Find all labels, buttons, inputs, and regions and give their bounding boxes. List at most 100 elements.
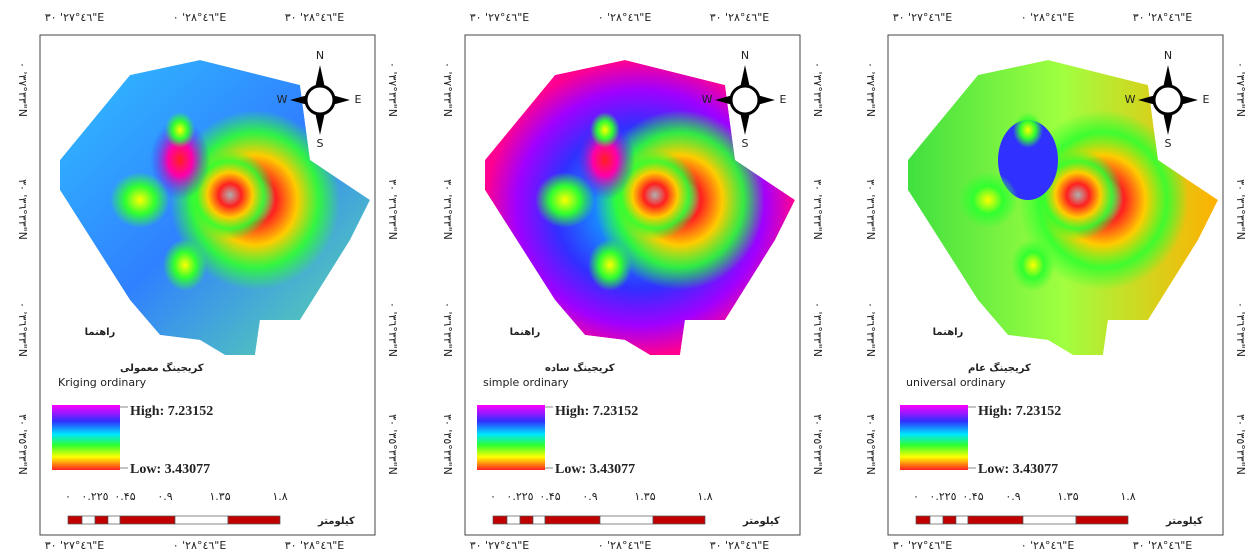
scale-label: ٠.٩ <box>1005 490 1020 503</box>
compass-w: W <box>1125 93 1136 106</box>
top-coordinate: ٤٦°٢٨' ٣٠"E <box>1133 11 1194 24</box>
legend-title: راهنما <box>85 327 116 338</box>
legend-title: راهنما <box>510 327 541 338</box>
scale-label: ١.٣۵ <box>1057 490 1078 503</box>
right-coordinate: ٣٣°٣٥' ٣٠"N <box>811 414 824 476</box>
scale-label: ٠.٢٢٥ <box>929 490 956 503</box>
scale-segment <box>544 515 601 525</box>
legend-low: Low: 3.43077 <box>130 462 210 477</box>
left-coordinate: ٣٣°٣٧' ٠"N <box>864 62 877 118</box>
compass-s: S <box>317 137 324 150</box>
scale-label: ٠ <box>913 490 919 503</box>
top-coordinate: ٤٦°٢٨' ٠"E <box>173 11 228 24</box>
spot <box>590 112 620 148</box>
bottom-coordinate: ٤٦°٢٨' ٠"E <box>173 539 228 552</box>
method-en: simple ordinary <box>483 376 569 389</box>
right-coordinate: ٣٣°٣٦' ٠"N <box>1234 302 1247 358</box>
scale-segment <box>532 515 546 525</box>
legend-high: High: 7.23152 <box>555 404 638 419</box>
bottom-coordinate: ٤٦°٢٨' ٠"E <box>1021 539 1076 552</box>
left-coordinate: ٣٣°٣٥' ٣٠"N <box>16 414 29 476</box>
left-coordinate: ٣٣°٣٧' ٠"N <box>441 62 454 118</box>
scale-label: ٠.٩ <box>157 490 172 503</box>
compass-e: E <box>355 93 362 106</box>
bottom-coordinate: ٤٦°٢٨' ٠"E <box>598 539 653 552</box>
scale-label: ٠.٢٢٥ <box>506 490 533 503</box>
method-en: Kriging ordinary <box>58 376 147 389</box>
right-coordinate: ٣٣°٣٧' ٠"N <box>811 62 824 118</box>
scale-segment <box>519 515 534 525</box>
north-arrow: N S W E <box>277 49 362 150</box>
north-arrow: N S W E <box>1125 49 1210 150</box>
right-coordinate: ٣٣°٣٧' ٠"N <box>386 62 399 118</box>
map-panel: ٤٦°٢٧' ٣٠"E ٤٦°٢٨' ٠"E ٤٦°٢٨' ٣٠"E ٤٦°٢٧' ٣… <box>16 11 399 552</box>
left-coordinate: ٣٣°٣٧' ٠"N <box>16 62 29 118</box>
compass-n: N <box>1164 49 1172 62</box>
scale-segment <box>942 515 957 525</box>
right-coordinate: ٣٣°٣٦' ٣٠"N <box>811 179 824 241</box>
method-fa: کریجینگ عام <box>968 362 1031 374</box>
compass-n: N <box>316 49 324 62</box>
scale-label: ١.٣۵ <box>634 490 655 503</box>
spot <box>163 239 207 291</box>
scale-label: ١.٨ <box>697 490 712 503</box>
compass-ring <box>1152 84 1184 116</box>
spot <box>535 172 595 228</box>
map-surface <box>485 60 795 355</box>
scale-segment <box>929 515 944 525</box>
bottom-coordinate: ٤٦°٢٧' ٣٠"E <box>470 539 531 552</box>
top-coordinate: ٤٦°٢٨' ٣٠"E <box>710 11 771 24</box>
right-coordinate: ٣٣°٣٥' ٣٠"N <box>1234 414 1247 476</box>
map-surface <box>60 60 370 355</box>
right-coordinate: ٣٣°٣٥' ٣٠"N <box>386 414 399 476</box>
scale-label: ٠ <box>490 490 496 503</box>
scale-label: ١.٨ <box>272 490 287 503</box>
scale-label: ٠.۴۵ <box>114 490 135 503</box>
scale-label: ١.٣۵ <box>209 490 230 503</box>
spot <box>958 172 1018 228</box>
scale-segment <box>955 515 969 525</box>
scale-segment <box>652 515 706 525</box>
bottom-coordinate: ٤٦°٢٧' ٣٠"E <box>893 539 954 552</box>
scale-segment <box>81 515 96 525</box>
left-coordinate: ٣٣°٣٦' ٣٠"N <box>16 179 29 241</box>
spot <box>165 112 195 148</box>
method-fa: کریجینگ معمولی <box>120 362 204 374</box>
scale-segment <box>67 515 83 525</box>
scale-unit: کیلومتر <box>1165 516 1203 527</box>
scale-label: ٠ <box>65 490 71 503</box>
top-coordinate: ٤٦°٢٨' ٣٠"E <box>285 11 346 24</box>
compass-w: W <box>702 93 713 106</box>
scale-segment <box>1022 515 1077 525</box>
scale-segment <box>107 515 121 525</box>
scale-label: ٠.٢٢٥ <box>81 490 108 503</box>
left-coordinate: ٣٣°٣٦' ٠"N <box>864 302 877 358</box>
scale-segment <box>119 515 176 525</box>
map-surface <box>908 60 1218 355</box>
scale-segment <box>94 515 109 525</box>
scale-label: ٠.٩ <box>582 490 597 503</box>
top-coordinate: ٤٦°٢٨' ٠"E <box>598 11 653 24</box>
scale-unit: کیلومتر <box>742 516 780 527</box>
compass-ring <box>304 84 336 116</box>
scale-segment <box>599 515 654 525</box>
legend-color-bar <box>477 405 545 470</box>
scale-segment <box>174 515 229 525</box>
method-en: universal ordinary <box>906 376 1006 389</box>
scale-label: ١.٨ <box>1120 490 1135 503</box>
low-spot <box>998 120 1058 200</box>
scale-segment <box>492 515 508 525</box>
left-coordinate: ٣٣°٣٦' ٠"N <box>441 302 454 358</box>
legend-high: High: 7.23152 <box>130 404 213 419</box>
compass-ring <box>729 84 761 116</box>
scale-label: ٠.۴۵ <box>962 490 983 503</box>
bottom-coordinate: ٤٦°٢٨' ٣٠"E <box>1133 539 1194 552</box>
compass-s: S <box>742 137 749 150</box>
low-spot <box>150 120 210 200</box>
legend-low: Low: 3.43077 <box>978 462 1058 477</box>
scale-unit: کیلومتر <box>317 516 355 527</box>
scale-label: ٠.۴۵ <box>539 490 560 503</box>
left-coordinate: ٣٣°٣٦' ٣٠"N <box>864 179 877 241</box>
compass-e: E <box>780 93 787 106</box>
